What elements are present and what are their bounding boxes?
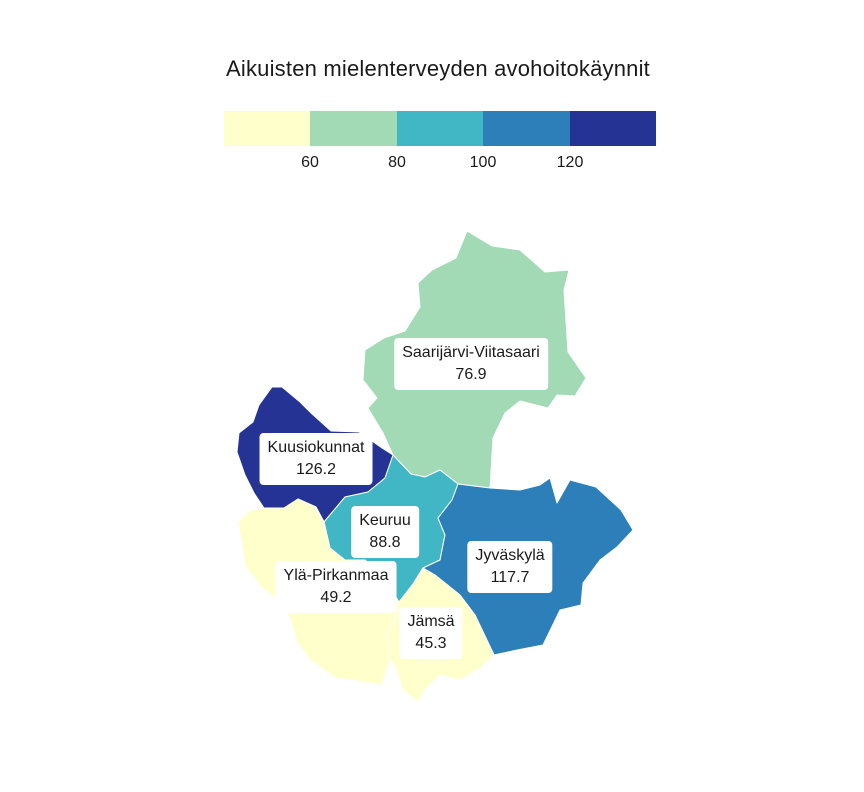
region-value: 117.7	[490, 569, 530, 586]
legend-tick: 120	[556, 154, 584, 171]
legend-tick: 60	[301, 154, 319, 171]
legend-swatch-2	[310, 111, 397, 146]
region-label-keuruu: Keuruu 88.8	[351, 506, 419, 558]
region-name: Kuusiokunnat	[267, 439, 365, 456]
legend-swatch-1	[224, 111, 311, 146]
legend-tick: 80	[388, 154, 406, 171]
region-value: 88.8	[369, 534, 401, 551]
legend-swatch-5	[569, 111, 657, 146]
legend-tick: 100	[469, 154, 497, 171]
region-value: 76.9	[455, 366, 487, 383]
map-title: Aikuisten mielenterveyden avohoitokäynni…	[226, 56, 650, 81]
legend-ticks: 60 80 100 120	[224, 154, 656, 176]
region-name: Jyväskylä	[475, 547, 545, 564]
region-label-jamsa: Jämsä 45.3	[399, 607, 463, 659]
region-value: 45.3	[415, 635, 447, 652]
color-legend	[224, 111, 657, 146]
region-label-saarijarvi-viitasaari: Saarijärvi-Viitasaari 76.9	[394, 338, 548, 390]
region-name: Jämsä	[407, 613, 455, 630]
region-label-kuusiokunnat: Kuusiokunnat 126.2	[259, 433, 373, 485]
region-label-jyvaskyla: Jyväskylä 117.7	[467, 541, 553, 593]
region-name: Keuruu	[359, 512, 411, 529]
legend-swatch-3	[396, 111, 484, 146]
legend-swatch-4	[483, 111, 570, 146]
region-name: Saarijärvi-Viitasaari	[402, 344, 540, 361]
region-value: 126.2	[295, 461, 337, 478]
region-name: Ylä-Pirkanmaa	[283, 567, 389, 584]
region-label-yla-pirkanmaa: Ylä-Pirkanmaa 49.2	[275, 561, 397, 613]
region-value: 49.2	[320, 589, 352, 606]
